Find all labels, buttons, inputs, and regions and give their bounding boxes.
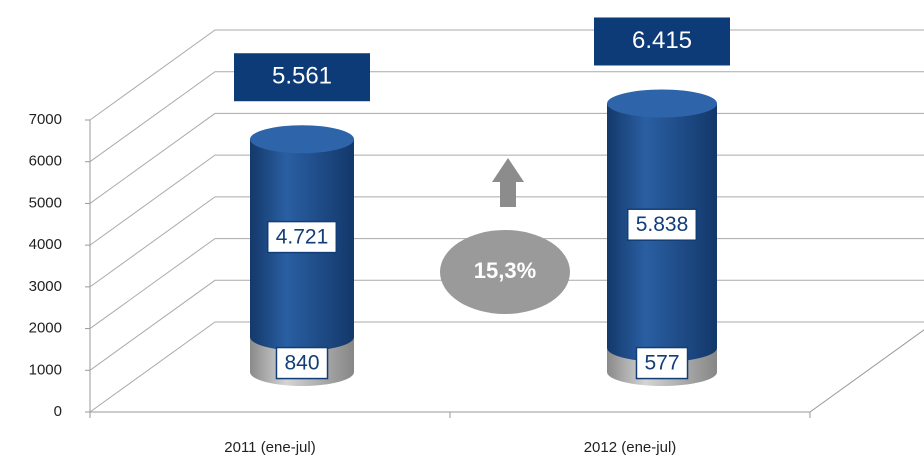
- floor-edge: [90, 329, 924, 413]
- x-tick-label: 2012 (ene-jul): [584, 439, 677, 456]
- value-label-box: [275, 346, 329, 380]
- annotation-label: 15,3%: [474, 258, 536, 283]
- y-tick-label: 7000: [29, 111, 62, 128]
- grid-line: [89, 71, 924, 163]
- y-tick-label: 6000: [29, 153, 62, 170]
- x-tick-label: 2011 (ene-jul): [224, 439, 315, 456]
- y-tick-label: 2000: [29, 320, 62, 337]
- grid-line: [89, 321, 924, 413]
- value-label-box: [626, 208, 698, 241]
- total-label: 6.415: [632, 27, 692, 54]
- total-box: [594, 17, 730, 66]
- grid-line: [89, 29, 924, 121]
- y-tick-label: 3000: [29, 278, 62, 295]
- cylinder-cap: [250, 125, 354, 154]
- value-label: 840: [284, 352, 319, 375]
- annotation-arrow: [492, 158, 524, 207]
- y-tick-label: 1000: [29, 361, 62, 378]
- cylinder-cap: [607, 89, 717, 118]
- total-box: [234, 53, 370, 102]
- y-tick-label: 5000: [29, 194, 62, 211]
- total-label: 5.561: [272, 63, 332, 90]
- value-label: 577: [644, 352, 679, 375]
- value-label-box: [266, 220, 338, 254]
- annotation-bubble: [440, 230, 570, 314]
- value-label: 5.838: [636, 213, 689, 236]
- value-label-box: [635, 346, 689, 380]
- y-tick-label: 4000: [29, 236, 62, 253]
- y-tick-label: 0: [54, 403, 62, 420]
- value-label: 4.721: [276, 226, 329, 249]
